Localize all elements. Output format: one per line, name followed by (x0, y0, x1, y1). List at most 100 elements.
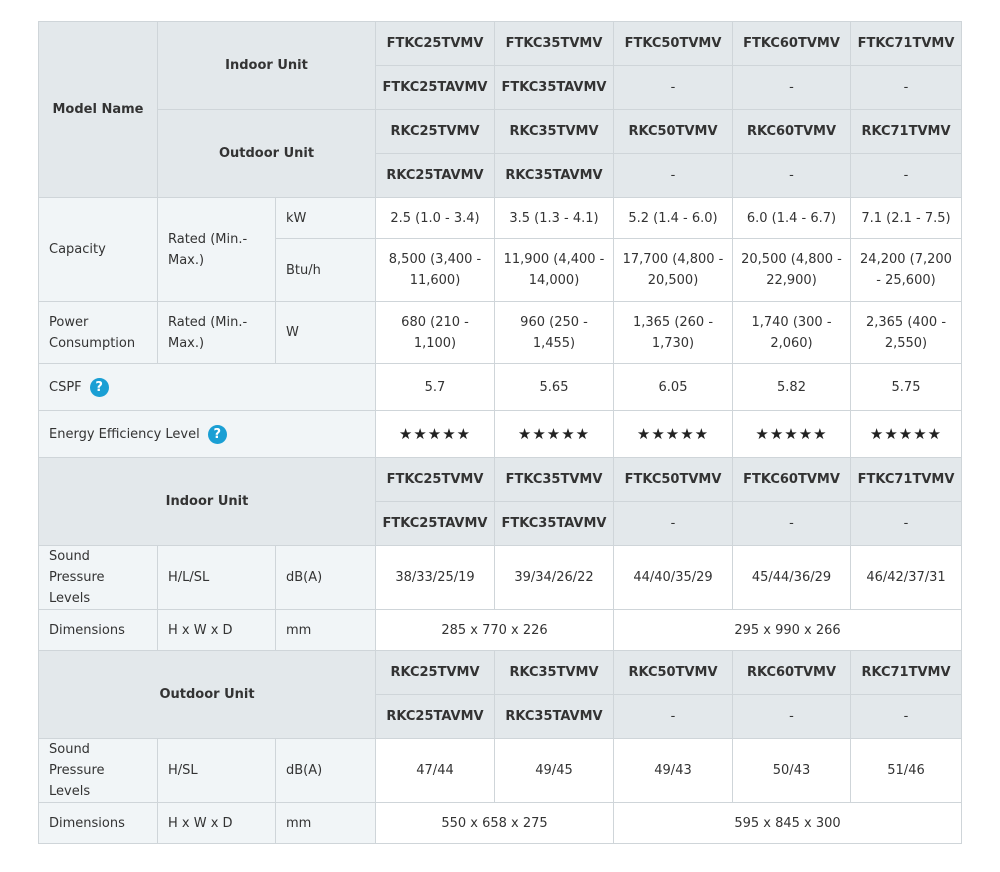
outdoor-sound-value: 49/45 (494, 738, 614, 803)
indoor-model: - (850, 501, 962, 546)
outdoor-model: - (613, 694, 733, 739)
capacity-btu-value: 24,200 (7,200 - 25,600) (850, 238, 962, 302)
indoor-section-label: Indoor Unit (38, 457, 376, 546)
cspf-value: 5.7 (375, 363, 495, 411)
outdoor-model: RKC25TAVMV (375, 153, 495, 198)
outdoor-model: RKC35TVMV (494, 650, 614, 695)
power-unit: W (275, 301, 376, 364)
cspf-row-header: CSPF? (38, 363, 376, 411)
outdoor-dimensions-sub: H x W x D (157, 802, 276, 844)
outdoor-model: - (732, 153, 851, 198)
star-rating: ★★★★★ (494, 410, 614, 458)
outdoor-model: RKC71TVMV (850, 109, 962, 154)
outdoor-model: - (613, 153, 733, 198)
help-icon[interactable]: ? (89, 377, 109, 397)
power-value: 960 (250 - 1,455) (494, 301, 614, 364)
outdoor-dimensions-value: 550 x 658 x 275 (375, 802, 614, 844)
indoor-model: FTKC35TAVMV (494, 65, 614, 110)
power-rated-label: Rated (Min.-Max.) (157, 301, 276, 364)
indoor-unit-label: Indoor Unit (157, 21, 376, 110)
capacity-kw-value: 2.5 (1.0 - 3.4) (375, 197, 495, 239)
indoor-model: FTKC25TVMV (375, 21, 495, 66)
outdoor-model: RKC71TVMV (850, 650, 962, 695)
indoor-sound-value: 39/34/26/22 (494, 545, 614, 610)
cspf-label: CSPF (49, 379, 82, 395)
power-value: 1,365 (260 - 1,730) (613, 301, 733, 364)
capacity-label: Capacity (38, 197, 158, 302)
power-value: 2,365 (400 - 2,550) (850, 301, 962, 364)
outdoor-model: RKC35TVMV (494, 109, 614, 154)
indoor-model: FTKC60TVMV (732, 21, 851, 66)
cspf-value: 5.65 (494, 363, 614, 411)
cspf-value: 5.82 (732, 363, 851, 411)
outdoor-sound-value: 51/46 (850, 738, 962, 803)
indoor-dimensions-sub: H x W x D (157, 609, 276, 651)
indoor-model: - (613, 501, 733, 546)
outdoor-model: RKC25TVMV (375, 650, 495, 695)
indoor-model: - (732, 65, 851, 110)
indoor-model: FTKC50TVMV (613, 21, 733, 66)
indoor-model: FTKC71TVMV (850, 457, 962, 502)
indoor-model: FTKC35TVMV (494, 457, 614, 502)
outdoor-model: RKC60TVMV (732, 109, 851, 154)
capacity-btu-value: 17,700 (4,800 - 20,500) (613, 238, 733, 302)
indoor-model: FTKC25TAVMV (375, 501, 495, 546)
outdoor-model: - (850, 153, 962, 198)
capacity-kw-value: 5.2 (1.4 - 6.0) (613, 197, 733, 239)
outdoor-section-label: Outdoor Unit (38, 650, 376, 739)
indoor-model: FTKC25TAVMV (375, 65, 495, 110)
indoor-dimensions-value: 285 x 770 x 226 (375, 609, 614, 651)
outdoor-model: RKC25TVMV (375, 109, 495, 154)
outdoor-dimensions-label: Dimensions (38, 802, 158, 844)
indoor-model: FTKC35TVMV (494, 21, 614, 66)
indoor-sound-value: 46/42/37/31 (850, 545, 962, 610)
outdoor-model: RKC60TVMV (732, 650, 851, 695)
outdoor-dimensions-value: 595 x 845 x 300 (613, 802, 962, 844)
outdoor-model: RKC35TAVMV (494, 153, 614, 198)
indoor-model: FTKC25TVMV (375, 457, 495, 502)
capacity-rated-label: Rated (Min.-Max.) (157, 197, 276, 302)
indoor-sound-sub: H/L/SL (157, 545, 276, 610)
spec-table: Model Name Indoor Unit FTKC25TVMV FTKC35… (38, 21, 962, 844)
outdoor-model: RKC50TVMV (613, 109, 733, 154)
indoor-model: FTKC50TVMV (613, 457, 733, 502)
indoor-model: - (613, 65, 733, 110)
indoor-sound-label: Sound Pressure Levels (38, 545, 158, 610)
capacity-kw-value: 7.1 (2.1 - 7.5) (850, 197, 962, 239)
outdoor-model: RKC25TAVMV (375, 694, 495, 739)
indoor-model: FTKC60TVMV (732, 457, 851, 502)
indoor-sound-value: 38/33/25/19 (375, 545, 495, 610)
model-name-label: Model Name (38, 21, 158, 198)
outdoor-sound-unit: dB(A) (275, 738, 376, 803)
indoor-model: FTKC71TVMV (850, 21, 962, 66)
power-value: 1,740 (300 - 2,060) (732, 301, 851, 364)
capacity-btu-unit: Btu/h (275, 238, 376, 302)
capacity-kw-value: 6.0 (1.4 - 6.7) (732, 197, 851, 239)
energy-efficiency-label: Energy Efficiency Level (49, 426, 200, 442)
outdoor-sound-value: 47/44 (375, 738, 495, 803)
capacity-btu-value: 20,500 (4,800 - 22,900) (732, 238, 851, 302)
star-rating: ★★★★★ (850, 410, 962, 458)
star-rating: ★★★★★ (732, 410, 851, 458)
capacity-kw-value: 3.5 (1.3 - 4.1) (494, 197, 614, 239)
capacity-kw-unit: kW (275, 197, 376, 239)
outdoor-sound-value: 50/43 (732, 738, 851, 803)
star-rating: ★★★★★ (613, 410, 733, 458)
outdoor-model: - (732, 694, 851, 739)
help-icon[interactable]: ? (207, 424, 227, 444)
indoor-sound-unit: dB(A) (275, 545, 376, 610)
outdoor-sound-label: Sound Pressure Levels (38, 738, 158, 803)
indoor-sound-value: 45/44/36/29 (732, 545, 851, 610)
indoor-model: FTKC35TAVMV (494, 501, 614, 546)
power-consumption-label: Power Consumption (38, 301, 158, 364)
indoor-model: - (850, 65, 962, 110)
outdoor-unit-label: Outdoor Unit (157, 109, 376, 198)
star-rating: ★★★★★ (375, 410, 495, 458)
cspf-value: 6.05 (613, 363, 733, 411)
outdoor-sound-value: 49/43 (613, 738, 733, 803)
capacity-btu-value: 8,500 (3,400 - 11,600) (375, 238, 495, 302)
capacity-btu-value: 11,900 (4,400 - 14,000) (494, 238, 614, 302)
power-value: 680 (210 - 1,100) (375, 301, 495, 364)
energy-row-header: Energy Efficiency Level? (38, 410, 376, 458)
indoor-dimensions-unit: mm (275, 609, 376, 651)
